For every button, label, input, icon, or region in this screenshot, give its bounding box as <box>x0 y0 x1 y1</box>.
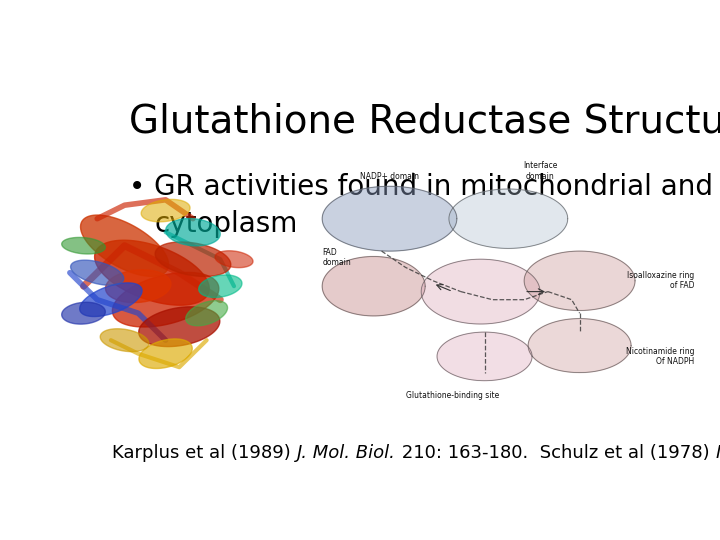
Polygon shape <box>323 256 425 316</box>
Polygon shape <box>139 339 192 368</box>
Polygon shape <box>186 301 228 326</box>
Polygon shape <box>528 319 631 373</box>
Polygon shape <box>62 302 105 324</box>
Text: Nature.: Nature. <box>715 444 720 462</box>
Polygon shape <box>94 240 210 305</box>
Text: Glutathione Reductase Structure: Glutathione Reductase Structure <box>129 102 720 140</box>
Text: • GR activities found in mitochondrial and: • GR activities found in mitochondrial a… <box>129 173 713 201</box>
Polygon shape <box>139 307 220 347</box>
Polygon shape <box>81 215 168 276</box>
Polygon shape <box>323 186 456 251</box>
Text: Nicotinamide ring
Of NADPH: Nicotinamide ring Of NADPH <box>626 347 695 366</box>
Text: Isoalloxazine ring
of FAD: Isoalloxazine ring of FAD <box>627 271 695 291</box>
Polygon shape <box>199 275 242 298</box>
Polygon shape <box>449 189 568 248</box>
Polygon shape <box>215 251 253 268</box>
Polygon shape <box>100 329 149 352</box>
Polygon shape <box>437 332 532 381</box>
Polygon shape <box>166 219 220 246</box>
Polygon shape <box>80 283 142 316</box>
Polygon shape <box>155 242 231 276</box>
Text: Glutathione-binding site: Glutathione-binding site <box>406 390 500 400</box>
Polygon shape <box>71 260 124 285</box>
Polygon shape <box>421 259 540 324</box>
Text: NADP+ domain: NADP+ domain <box>360 172 419 181</box>
Polygon shape <box>141 199 190 222</box>
Polygon shape <box>112 272 219 327</box>
Text: J. Mol. Biol.: J. Mol. Biol. <box>297 444 396 462</box>
Text: Interface
domain: Interface domain <box>523 161 557 181</box>
Text: Karplus et al (1989): Karplus et al (1989) <box>112 444 297 462</box>
Polygon shape <box>106 270 171 302</box>
Polygon shape <box>524 251 635 310</box>
Text: cytoplasm: cytoplasm <box>154 210 297 238</box>
Text: FAD
domain: FAD domain <box>323 248 351 267</box>
Text: 210: 163-180.  Schulz et al (1978): 210: 163-180. Schulz et al (1978) <box>396 444 715 462</box>
Polygon shape <box>62 238 105 254</box>
